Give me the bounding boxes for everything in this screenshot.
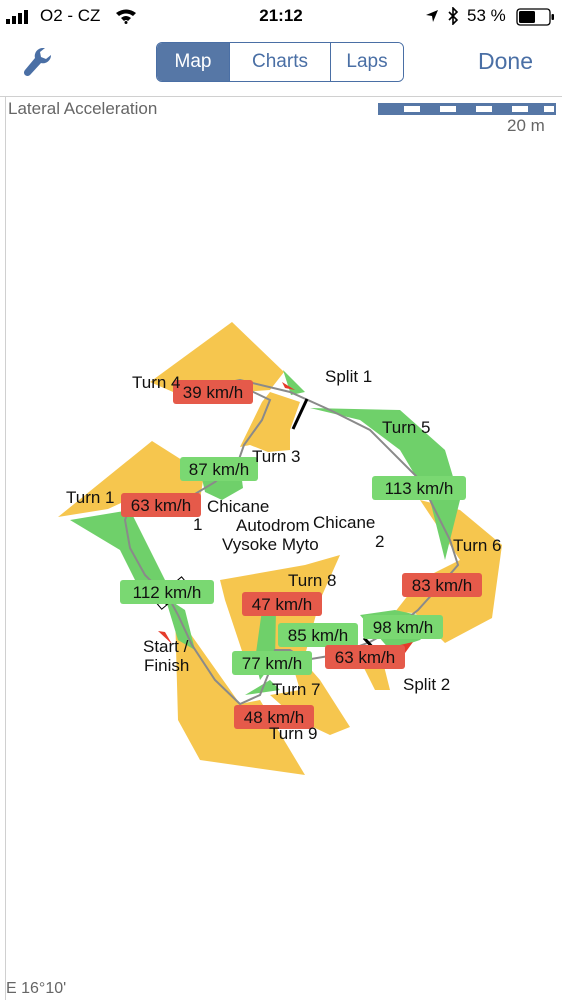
speed-text: 48 km/h	[244, 708, 304, 727]
speed-text: 47 km/h	[252, 595, 312, 614]
chicane-2-label: Chicane	[313, 513, 375, 532]
view-segmented-control: Map Charts Laps	[156, 42, 404, 82]
split-1-red-mark	[282, 382, 295, 390]
speed-text: 83 km/h	[412, 576, 472, 595]
start-finish-label-line2: Finish	[144, 656, 189, 675]
turn-6-label: Turn 6	[453, 536, 502, 555]
speed-badge-turn8[interactable]: 47 km/h	[242, 592, 322, 616]
bluetooth-icon	[448, 7, 459, 25]
speed-text: 39 km/h	[183, 383, 243, 402]
chicane-1-number: 1	[193, 515, 202, 534]
turn-1-label: Turn 1	[66, 488, 115, 507]
done-button[interactable]: Done	[478, 48, 533, 74]
split-2-label: Split 2	[403, 675, 450, 694]
wrench-icon[interactable]	[23, 46, 53, 78]
battery-icon	[516, 8, 554, 26]
speed-badge-turn3[interactable]: 87 km/h	[180, 457, 258, 481]
turn-5-label: Turn 5	[382, 418, 431, 437]
start-red-mark	[158, 631, 172, 644]
scale-label: 20 m	[507, 116, 545, 135]
longitude-label: E 16°10'	[6, 980, 67, 997]
signal-icon	[6, 10, 28, 24]
speed-badge-turn5[interactable]: 113 km/h	[372, 476, 466, 500]
speed-text: 77 km/h	[242, 654, 302, 673]
split-1-marker	[291, 398, 309, 430]
split-2-red-mark	[400, 642, 413, 653]
wifi-icon	[116, 9, 136, 24]
tab-laps[interactable]: Laps	[331, 43, 403, 81]
speed-badge-63b[interactable]: 63 km/h	[325, 645, 405, 669]
speed-badge-turn1[interactable]: 63 km/h	[121, 493, 201, 517]
tab-charts[interactable]: Charts	[230, 43, 331, 81]
speed-badge-start[interactable]: 112 km/h	[120, 580, 214, 604]
turn-9-label: Turn 9	[269, 724, 318, 743]
chicane-1-label: Chicane	[207, 497, 269, 516]
tab-map[interactable]: Map	[157, 43, 230, 81]
speed-text: 63 km/h	[131, 496, 191, 515]
speed-badge-77[interactable]: 77 km/h	[232, 651, 312, 675]
nav-bar: Map Charts Laps Done	[0, 32, 562, 94]
speed-text: 87 km/h	[189, 460, 249, 479]
map-title: Lateral Acceleration	[8, 99, 158, 118]
scale-bar	[378, 103, 556, 115]
turn-7-label: Turn 7	[272, 680, 321, 699]
speed-text: 112 km/h	[133, 583, 202, 602]
speed-text: 63 km/h	[335, 648, 395, 667]
speed-badge-48[interactable]: 48 km/h	[234, 705, 314, 729]
track-name-line1: Autodrom	[236, 516, 310, 535]
speed-badge-85[interactable]: 85 km/h	[278, 623, 358, 647]
turn-4-label: Turn 4	[132, 373, 181, 392]
nav-divider	[0, 96, 562, 97]
speed-badge-98[interactable]: 98 km/h	[363, 615, 443, 639]
battery-percent: 53 %	[467, 6, 506, 25]
track-name-line2: Vysoke Myto	[222, 535, 319, 554]
turn-8-label: Turn 8	[288, 571, 337, 590]
speed-text: 98 km/h	[373, 618, 433, 637]
speed-badge-turn6[interactable]: 83 km/h	[402, 573, 482, 597]
speed-text: 85 km/h	[288, 626, 348, 645]
status-bar: O2 - CZ 21:12 53 %	[0, 0, 562, 32]
start-finish-label: Start /	[143, 637, 189, 656]
chicane-2-number: 2	[375, 532, 384, 551]
speed-text: 113 km/h	[385, 479, 454, 498]
location-arrow-icon	[426, 10, 438, 22]
split-1-label: Split 1	[325, 367, 372, 386]
speed-badge-turn4[interactable]: 39 km/h	[173, 380, 253, 404]
turn-3-label: Turn 3	[252, 447, 301, 466]
clock: 21:12	[259, 6, 303, 25]
map-left-border	[5, 97, 6, 1000]
carrier-label: O2 - CZ	[40, 6, 101, 25]
